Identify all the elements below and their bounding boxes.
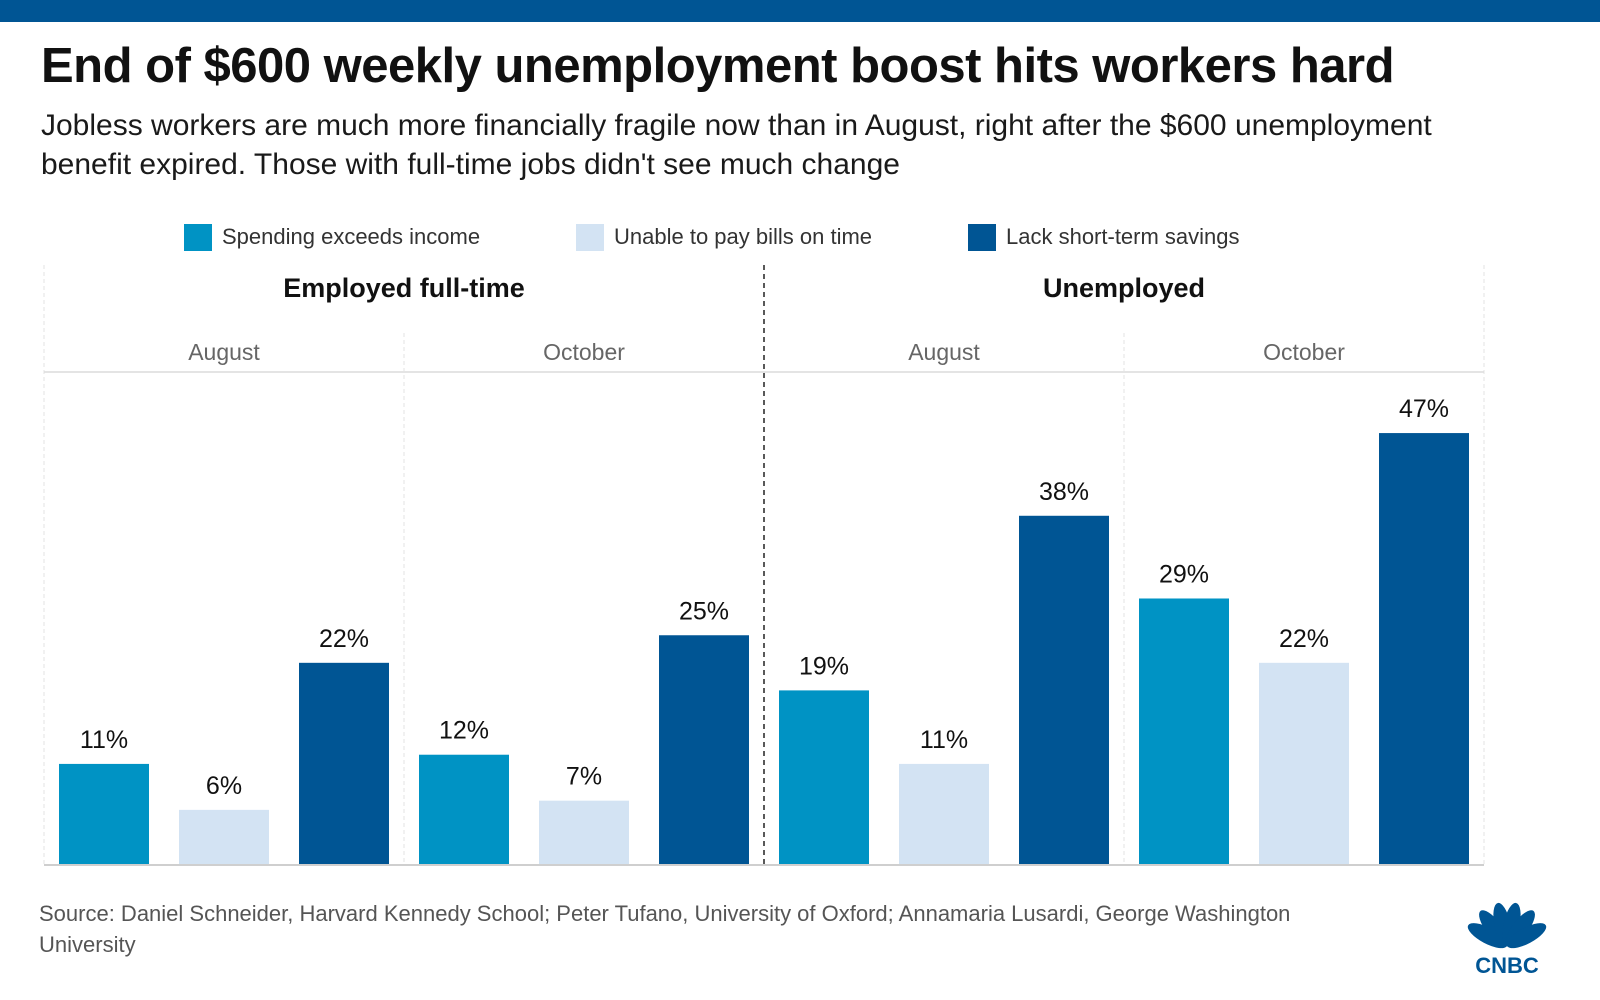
peacock-feather-5 — [1506, 923, 1547, 949]
bar-1-0-1 — [899, 763, 989, 865]
data-label-0-1-1: 7% — [566, 763, 602, 791]
data-label-1-1-1: 22% — [1279, 625, 1329, 653]
bar-0-1-1 — [539, 800, 629, 865]
legend-swatch-spending — [184, 223, 212, 251]
legend-item-bills: Unable to pay bills on time — [576, 222, 872, 252]
bar-1-1-1 — [1259, 662, 1349, 865]
source-note: Source: Daniel Schneider, Harvard Kenned… — [39, 901, 1291, 957]
period-label-0-1: October — [543, 339, 625, 365]
data-label-1-1-0: 29% — [1159, 560, 1209, 588]
logo-wordmark: CNBC — [1475, 953, 1539, 976]
bar-1-0-0 — [779, 690, 869, 865]
group-header-1: Unemployed — [1043, 273, 1205, 303]
data-label-1-0-2: 38% — [1039, 478, 1089, 506]
legend: Spending exceeds income Unable to pay bi… — [0, 222, 1600, 252]
period-label-1-1: October — [1263, 339, 1345, 365]
cnbc-logo: CNBC — [1467, 902, 1547, 976]
legend-swatch-savings — [968, 223, 996, 251]
bar-chart: Employed full-time August 11% 6% 22% October 1… — [43, 265, 1485, 866]
legend-swatch-bills — [576, 223, 604, 251]
bar-1-1-0 — [1139, 598, 1229, 865]
data-label-0-1-2: 25% — [679, 597, 729, 625]
data-label-0-0-1: 6% — [206, 772, 242, 800]
bar-1-0-2 — [1019, 515, 1109, 865]
legend-item-spending: Spending exceeds income — [184, 222, 480, 252]
data-label-1-0-1: 11% — [920, 726, 968, 754]
bar-1-1-2 — [1379, 433, 1469, 865]
group-header-0: Employed full-time — [283, 273, 525, 303]
bar-0-1-2 — [659, 635, 749, 865]
legend-item-savings: Lack short-term savings — [968, 222, 1240, 252]
top-accent-bar — [0, 0, 1600, 22]
legend-label-bills: Unable to pay bills on time — [614, 224, 873, 249]
data-label-0-0-2: 22% — [319, 625, 369, 653]
data-label-1-0-0: 19% — [799, 652, 849, 680]
peacock-icon — [1467, 902, 1547, 949]
legend-label-savings: Lack short-term savings — [1006, 224, 1240, 249]
data-label-0-1-0: 12% — [439, 717, 489, 745]
period-label-0-0: August — [188, 339, 260, 365]
bar-0-0-0 — [59, 763, 149, 865]
data-label-1-1-2: 47% — [1399, 395, 1449, 423]
data-label-0-0-0: 11% — [80, 726, 128, 754]
bar-0-0-2 — [299, 662, 389, 865]
bar-0-1-0 — [419, 754, 509, 865]
bar-0-0-1 — [179, 809, 269, 865]
period-label-1-0: August — [908, 339, 980, 365]
chart-subtitle: Jobless workers are much more financiall… — [41, 109, 1432, 181]
chart-title: End of $600 weekly unemployment boost hi… — [41, 39, 1395, 93]
legend-label-spending: Spending exceeds income — [222, 224, 481, 249]
